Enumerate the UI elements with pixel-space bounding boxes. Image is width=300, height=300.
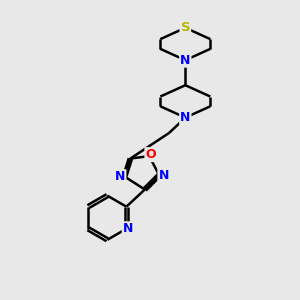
Text: N: N: [123, 222, 133, 235]
Text: N: N: [180, 111, 190, 124]
Text: S: S: [181, 21, 190, 34]
Text: N: N: [180, 54, 190, 67]
Text: O: O: [146, 148, 156, 161]
Text: N: N: [158, 169, 169, 182]
Text: N: N: [115, 170, 125, 183]
